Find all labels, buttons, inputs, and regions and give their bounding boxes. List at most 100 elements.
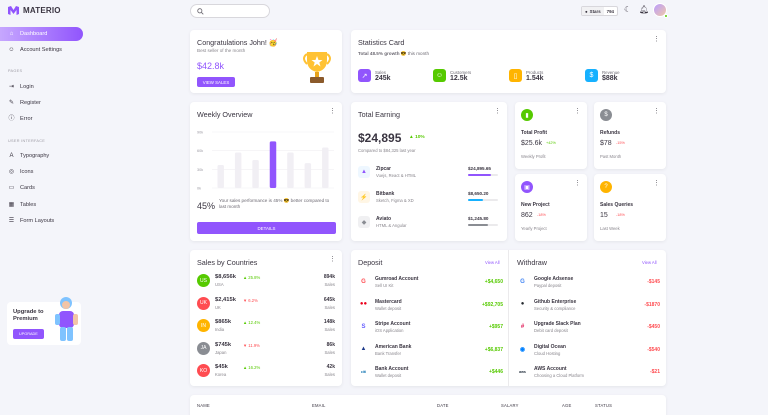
more-menu-icon[interactable]: ⋮ [494,108,501,115]
country-sales: 148k [323,319,335,325]
sidebar-item-register[interactable]: ✎ Register [0,96,83,110]
upgrade-title: Upgrade to Premium [13,309,44,322]
sidebar-item-label: Error [20,116,33,122]
search-icon [197,8,204,15]
country-change: ▼ 6.2% [243,297,258,303]
briefcase-icon: ▣ [521,181,533,193]
sidebar-item-label: Tables [20,202,37,208]
countries-title: Sales by Countries [197,258,258,267]
earning-item-sub: HTML & Angular [376,223,407,228]
mini-card-sub: Weekly Profit [521,154,546,159]
sidebar: MATERIO ⌂ Dashboard ☺ Account Settings P… [0,0,90,415]
more-menu-icon[interactable]: ⋮ [329,108,336,115]
table-header-age: AGE [562,403,572,408]
stat-sales: ↗ Sales 245k [358,69,391,82]
mini-card-sales-queries: ? ⋮ Sales Queries 15 -18% Last Week [594,174,666,241]
user-avatar[interactable] [653,3,667,17]
more-menu-icon[interactable]: ⋮ [653,108,660,115]
more-menu-icon[interactable]: ⋮ [574,180,581,187]
transaction-amount: +$446 [488,369,503,375]
sidebar-item-typography[interactable]: A Typography [0,149,83,163]
mini-card-value: 862 [521,212,533,219]
transaction-sub: Sell UI Kit [375,283,394,288]
weekly-text: Your sales performance is 45% 😎 better c… [219,198,330,209]
home-icon: ⌂ [9,30,14,37]
app-name: MATERIO [23,6,61,15]
mini-card-sub: Past Month [600,154,622,159]
view-sales-button[interactable]: VIEW SALES [197,77,235,87]
withdraw-title: Withdraw [517,258,547,267]
theme-toggle-icon[interactable]: ☾ [624,5,632,14]
more-menu-icon[interactable]: ⋮ [574,108,581,115]
sidebar-item-error[interactable]: ⓘ Error [0,112,83,126]
transaction-name: Github Enterprise [534,298,577,305]
table-header-email: EMAIL [312,403,326,408]
sidebar-item-cards[interactable]: ▭ Cards [0,181,83,195]
transaction-amount: +$4,650 [484,279,503,285]
sidebar-item-tables[interactable]: ▦ Tables [0,198,83,212]
earning-progress-fill [468,174,491,176]
details-button[interactable]: DETAILS [197,222,336,234]
deposit-title: Deposit [358,258,383,267]
earning-progress-fill [468,224,488,226]
mini-card-title: Total Profit [521,130,548,136]
materio-logo-icon [8,6,19,15]
weekly-title: Weekly Overview [197,110,253,119]
deposit-view-all-link[interactable]: View All [485,260,500,265]
transaction-sub: iOS Application [375,328,404,333]
earning-change: ▲ 10% [409,135,425,140]
earning-item-name: Bitbank [376,191,395,197]
bank-icon: ▲ [360,346,367,352]
country-name: Japan [215,349,227,355]
person-illustration-icon [55,297,78,341]
notification-bell-icon[interactable]: 🔔︎ [639,5,650,14]
transaction-amount: -$1870 [644,301,660,308]
github-stars-badge[interactable]: ● Stars 794 [581,6,618,16]
country-sales-label: Sales [324,304,335,310]
transaction-name: Upgrade Slack Plan [534,321,581,327]
weekly-percent: 45% [197,201,216,211]
sidebar-item-icons[interactable]: ◎ Icons [0,165,83,179]
more-menu-icon[interactable]: ⋮ [329,256,336,263]
transaction-name: American Bank [375,343,412,350]
congrats-card: Congratulations John! 🥳 Best seller of t… [190,30,342,93]
transaction-name: Google Adsense [534,276,574,282]
stat-products: ▯ Products 1.54k [509,69,544,82]
country-sales: 42k [326,364,335,370]
country-name: Korea [215,372,227,377]
digitalocean-icon: ◉ [519,346,526,353]
upgrade-button[interactable]: UPGRADE [13,329,44,339]
brand[interactable]: MATERIO [8,6,61,15]
country-avatar: IN [197,319,210,332]
stripe-icon: S [361,323,366,330]
sidebar-item-dashboard[interactable]: ⌂ Dashboard [0,27,83,41]
congrats-amount: $42.8k [197,61,225,71]
github-icon: ● [585,8,588,14]
country-amount: $745k [215,341,232,348]
country-sales-label: Sales [324,282,335,287]
y-tick-label: 30k [197,168,203,172]
earning-progress-track [468,199,498,201]
account-icon: ☺ [433,69,446,82]
search-input[interactable] [190,4,270,18]
sidebar-item-form-layouts[interactable]: ☰ Form Layouts [0,214,83,228]
slack-icon: # [520,323,525,330]
sidebar-item-label: Dashboard [20,31,48,37]
withdraw-view-all-link[interactable]: View All [642,260,657,265]
sidebar-item-label: Account Settings [20,47,62,53]
country-name: UK [215,304,221,310]
y-tick-label: 90k [197,131,203,135]
zipcar-icon: ▲ [358,166,370,178]
mastercard-icon: ●● [359,301,368,307]
more-menu-icon[interactable]: ⋮ [653,180,660,187]
github-stars-count: 794 [606,8,614,14]
sidebar-item-account-settings[interactable]: ☺ Account Settings [0,43,83,57]
bitbank-icon: ⚡ [358,191,370,203]
more-menu-icon[interactable]: ⋮ [653,36,660,43]
country-amount: $2,415k [215,296,236,303]
weekly-bar-chart: 90k 60k 30k 0k [197,131,334,191]
sidebar-item-login[interactable]: ⇥ Login [0,80,83,94]
online-status-dot [664,14,668,18]
earning-item-amount: $24,895.65 [468,166,491,171]
mini-card-value: $25.6k [521,140,543,147]
